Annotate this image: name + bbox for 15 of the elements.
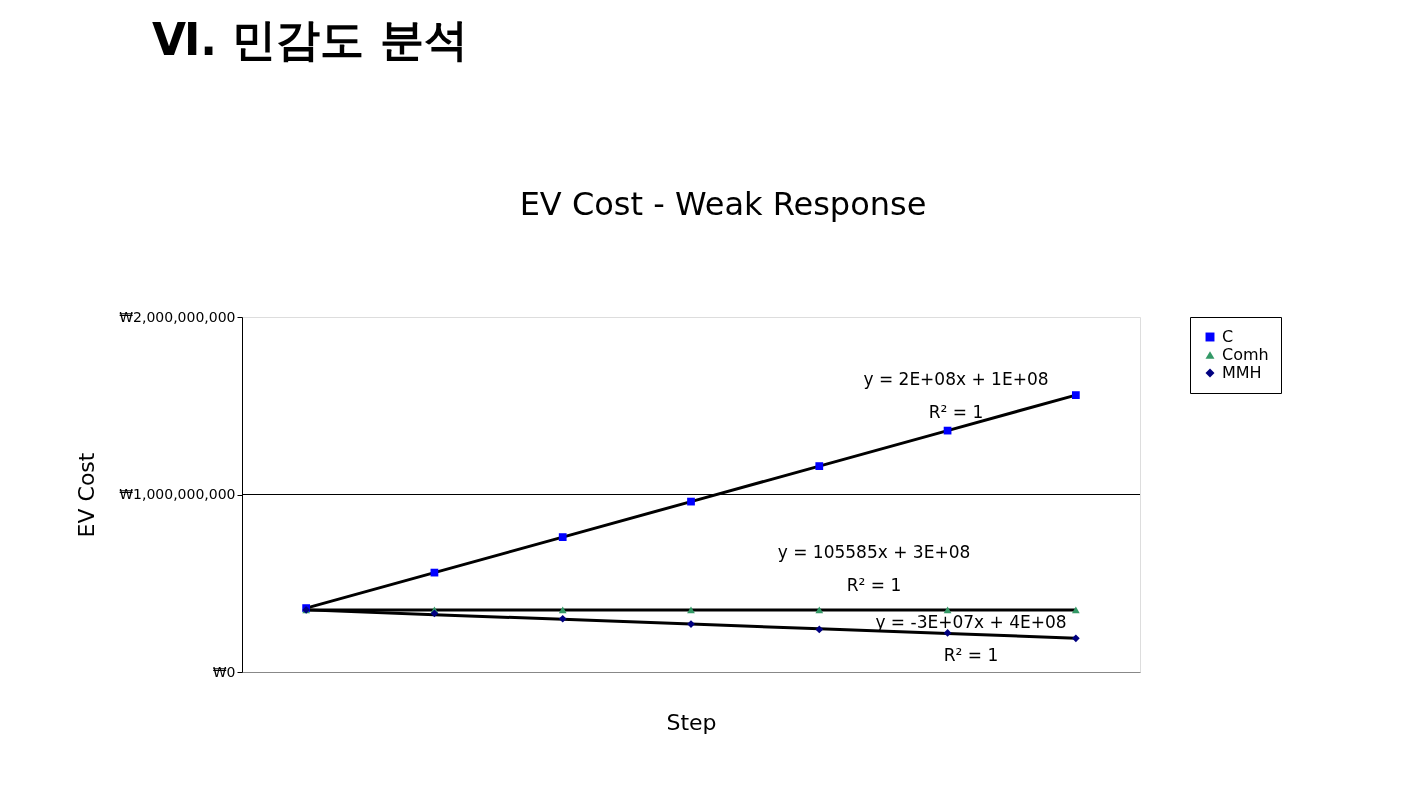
legend-label: Comh bbox=[1222, 345, 1269, 364]
y-tick-label: ₩0 bbox=[212, 663, 236, 680]
x-axis-title: Step bbox=[666, 709, 717, 735]
legend-label: C bbox=[1222, 327, 1234, 346]
annotation: R² = 1 bbox=[846, 575, 902, 595]
annotation: y = 2E+08x + 1E+08 bbox=[863, 369, 1049, 389]
chart-title: EV Cost - Weak Response bbox=[519, 185, 927, 223]
y-axis-title: EV Cost bbox=[74, 452, 100, 538]
legend-label: MMH bbox=[1222, 363, 1262, 382]
text: Ⅵ. 민감도 분석 bbox=[152, 14, 468, 65]
annotation: y = 105585x + 3E+08 bbox=[777, 542, 971, 562]
y-tick-label: ₩2,000,000,000 bbox=[119, 308, 236, 325]
annotation: R² = 1 bbox=[928, 402, 984, 422]
y-tick-label: ₩1,000,000,000 bbox=[119, 486, 236, 502]
annotation: R² = 1 bbox=[943, 645, 999, 665]
